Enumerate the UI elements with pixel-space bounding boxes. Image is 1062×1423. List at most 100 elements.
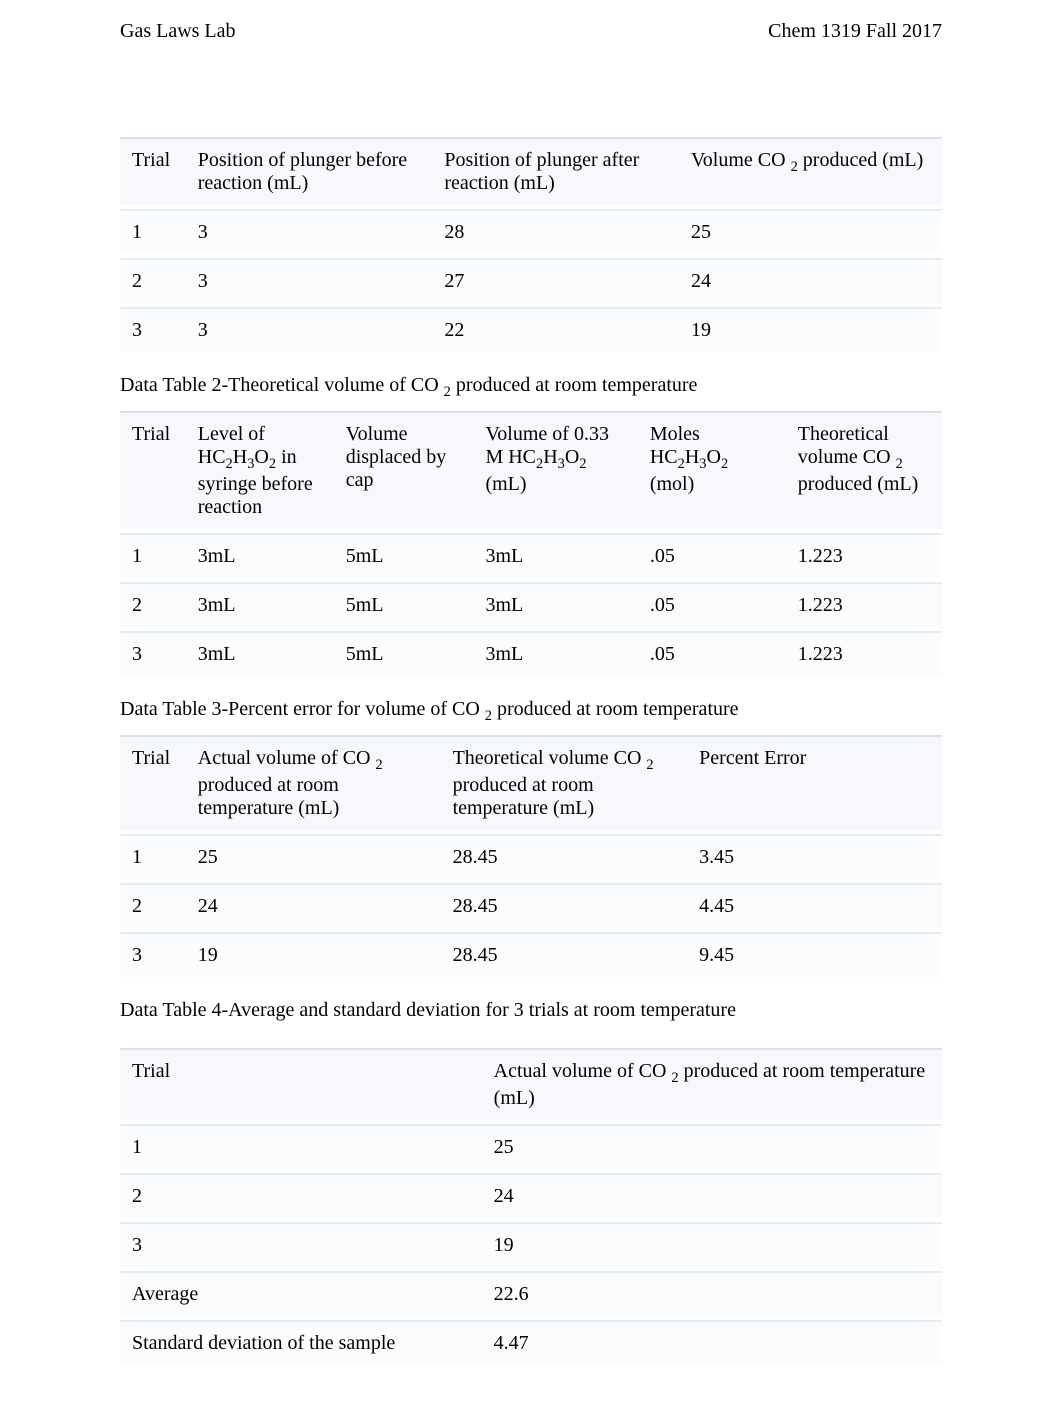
cell-after: 27 — [432, 258, 679, 303]
cell-moles: .05 — [638, 533, 786, 578]
cell-trial: 2 — [120, 582, 186, 627]
cell-trial: 2 — [120, 883, 186, 928]
table-2-header-row: Trial Level of HC2H3O2 in syringe before… — [120, 411, 942, 529]
header-left: Gas Laws Lab — [120, 20, 236, 43]
cell-actual: 25 — [186, 834, 441, 879]
cell-vol: 4.47 — [482, 1320, 942, 1365]
cell-disp: 5mL — [334, 533, 474, 578]
caption-3-sub: 2 — [485, 708, 492, 724]
cell-trial: 2 — [120, 1173, 482, 1218]
cell-disp: 5mL — [334, 631, 474, 676]
cell-theor: 28.45 — [441, 834, 688, 879]
table-row: 1 25 28.45 3.45 — [120, 834, 942, 879]
cell-trial: 1 — [120, 834, 186, 879]
cell-vol: 19 — [482, 1222, 942, 1267]
col-trial: Trial — [120, 1048, 482, 1120]
table-row: Standard deviation of the sample 4.47 — [120, 1320, 942, 1365]
page-header: Gas Laws Lab Chem 1319 Fall 2017 — [120, 20, 942, 43]
table-row: 3 19 28.45 9.45 — [120, 932, 942, 977]
cell-vol: 24 — [482, 1173, 942, 1218]
table-3: Trial Actual volume of CO 2 produced at … — [120, 731, 942, 981]
col-moles: Moles HC2H3O2 (mol) — [638, 411, 786, 529]
col-before: Position of plunger before reaction (mL) — [186, 137, 433, 205]
col-volume-post: produced (mL) — [798, 149, 924, 171]
table-row: 3 3mL 5mL 3mL .05 1.223 — [120, 631, 942, 676]
cell-level: 3mL — [186, 533, 334, 578]
cell-trial: 1 — [120, 209, 186, 254]
cell-theor: 1.223 — [786, 631, 942, 676]
table-1-header-row: Trial Position of plunger before reactio… — [120, 137, 942, 205]
col-disp: Volume displaced by cap — [334, 411, 474, 529]
col-perror: Percent Error — [687, 735, 942, 830]
table-row: 2 24 — [120, 1173, 942, 1218]
cell-vol: 25 — [679, 209, 942, 254]
cell-after: 22 — [432, 307, 679, 352]
col-theor: Theoretical volume CO 2 produced at room… — [441, 735, 688, 830]
cell-trial: 1 — [120, 1124, 482, 1169]
table-4-header-row: Trial Actual volume of CO 2 produced at … — [120, 1048, 942, 1120]
cell-perror: 4.45 — [687, 883, 942, 928]
caption-3: Data Table 3-Percent error for volume of… — [120, 698, 942, 725]
header-right: Chem 1319 Fall 2017 — [768, 20, 942, 43]
cell-disp: 5mL — [334, 582, 474, 627]
cell-moles: .05 — [638, 631, 786, 676]
cell-vol033: 3mL — [473, 631, 637, 676]
col-actual: Actual volume of CO 2 produced at room t… — [186, 735, 441, 830]
caption-2-sub: 2 — [444, 384, 451, 400]
col-actual: Actual volume of CO 2 produced at room t… — [482, 1048, 942, 1120]
table-row: 1 3 28 25 — [120, 209, 942, 254]
cell-theor: 1.223 — [786, 533, 942, 578]
cell-before: 3 — [186, 209, 433, 254]
cell-actual: 24 — [186, 883, 441, 928]
caption-2-post: produced at room temperature — [456, 374, 698, 396]
cell-vol: 19 — [679, 307, 942, 352]
cell-perror: 9.45 — [687, 932, 942, 977]
cell-trial: Average — [120, 1271, 482, 1316]
col-trial: Trial — [120, 137, 186, 205]
table-row: 2 24 28.45 4.45 — [120, 883, 942, 928]
table-4: Trial Actual volume of CO 2 produced at … — [120, 1044, 942, 1369]
caption-2-pre: Data Table 2-Theoretical volume of CO — [120, 374, 439, 396]
cell-trial: 3 — [120, 307, 186, 352]
cell-before: 3 — [186, 258, 433, 303]
cell-level: 3mL — [186, 582, 334, 627]
table-1: Trial Position of plunger before reactio… — [120, 133, 942, 356]
table-row: 2 3mL 5mL 3mL .05 1.223 — [120, 582, 942, 627]
cell-theor: 28.45 — [441, 883, 688, 928]
caption-3-pre: Data Table 3-Percent error for volume of… — [120, 698, 480, 720]
cell-trial: 3 — [120, 1222, 482, 1267]
table-2-table: Trial Level of HC2H3O2 in syringe before… — [120, 407, 942, 680]
caption-2: Data Table 2-Theoretical volume of CO 2 … — [120, 374, 942, 401]
cell-moles: .05 — [638, 582, 786, 627]
table-row: 1 25 — [120, 1124, 942, 1169]
cell-trial: 1 — [120, 533, 186, 578]
cell-before: 3 — [186, 307, 433, 352]
table-row: 1 3mL 5mL 3mL .05 1.223 — [120, 533, 942, 578]
cell-actual: 19 — [186, 932, 441, 977]
caption-4: Data Table 4-Average and standard deviat… — [120, 999, 942, 1022]
cell-theor: 28.45 — [441, 932, 688, 977]
cell-perror: 3.45 — [687, 834, 942, 879]
cell-theor: 1.223 — [786, 582, 942, 627]
cell-trial: 3 — [120, 932, 186, 977]
cell-level: 3mL — [186, 631, 334, 676]
col-theor: Theoretical volume CO 2 produced (mL) — [786, 411, 942, 529]
cell-vol: 24 — [679, 258, 942, 303]
table-row: 3 3 22 19 — [120, 307, 942, 352]
table-row: 3 19 — [120, 1222, 942, 1267]
col-volume: Volume CO 2 produced (mL) — [679, 137, 942, 205]
cell-vol: 25 — [482, 1124, 942, 1169]
col-trial: Trial — [120, 411, 186, 529]
col-trial: Trial — [120, 735, 186, 830]
table-4-table: Trial Actual volume of CO 2 produced at … — [120, 1044, 942, 1369]
table-2: Trial Level of HC2H3O2 in syringe before… — [120, 407, 942, 680]
caption-3-post: produced at room temperature — [497, 698, 739, 720]
table-row: Average 22.6 — [120, 1271, 942, 1316]
table-row: 2 3 27 24 — [120, 258, 942, 303]
cell-vol033: 3mL — [473, 533, 637, 578]
col-level: Level of HC2H3O2 in syringe before react… — [186, 411, 334, 529]
col-after: Position of plunger after reaction (mL) — [432, 137, 679, 205]
cell-trial: 3 — [120, 631, 186, 676]
cell-vol: 22.6 — [482, 1271, 942, 1316]
table-1-table: Trial Position of plunger before reactio… — [120, 133, 942, 356]
